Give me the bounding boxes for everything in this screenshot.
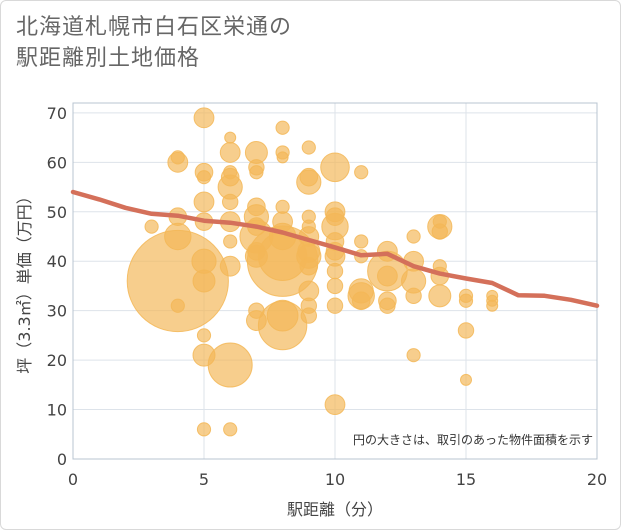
x-tick-label-0: 0	[68, 470, 78, 489]
bubble-83	[406, 229, 421, 244]
bubble-39	[275, 120, 290, 135]
bubble-97	[460, 373, 472, 386]
bubble-25	[219, 255, 241, 277]
plot-area-border	[72, 102, 598, 460]
bubble-86	[405, 287, 422, 305]
bubble-80	[377, 265, 398, 287]
bubble-60	[300, 307, 317, 324]
bubble-93	[428, 284, 452, 308]
bubble-24	[223, 234, 238, 249]
bubble-9	[196, 170, 212, 185]
bubble-96	[457, 322, 475, 339]
bubble-61	[320, 152, 350, 183]
x-tick-label-4: 20	[587, 470, 607, 489]
bubble-10	[193, 191, 215, 213]
bubble-100	[486, 299, 499, 312]
bubble-30	[249, 165, 264, 180]
bubble-size-note: 円の大きさは、取引のあった物件面積を示す	[353, 432, 593, 447]
y-tick-label-5: 50	[47, 203, 67, 222]
bubble-7	[193, 107, 215, 129]
bubble-90	[431, 223, 448, 240]
y-tick-label-6: 60	[47, 153, 67, 172]
bubble-71	[324, 394, 346, 416]
bubble-82	[379, 297, 396, 314]
bubble-48	[257, 300, 308, 351]
y-tick-label-2: 20	[47, 351, 67, 370]
bubble-6	[170, 298, 185, 313]
bubble-14	[196, 328, 212, 343]
bubble-69	[326, 277, 344, 295]
trend-layer	[70, 189, 600, 308]
bubble-49	[301, 140, 316, 155]
y-tick-label-4: 40	[47, 252, 67, 271]
bubble-73	[354, 234, 369, 249]
chart-title-line-1: 北海道札幌市白石区栄通の	[16, 15, 293, 40]
bubble-3	[170, 150, 185, 165]
x-tick-label-1: 5	[199, 470, 209, 489]
tick-labels: 0 5 10 15 20 0 10 20 30 40 50 60 70	[47, 104, 608, 489]
trend-line	[70, 189, 600, 308]
bubble-17	[224, 131, 237, 144]
chart-title-line-2: 駅距離別土地価格	[16, 46, 201, 71]
y-tick-label-3: 30	[47, 302, 67, 321]
bubble-22	[222, 193, 239, 211]
x-tick-label-3: 15	[456, 470, 476, 489]
bubble-51	[296, 169, 322, 195]
bubble-18	[219, 142, 241, 163]
bubble-41	[276, 151, 289, 164]
bubble-57	[299, 256, 319, 276]
bubble-0	[144, 219, 159, 234]
bubble-13	[192, 269, 216, 293]
x-axis-label: 駅距離（分）	[287, 500, 383, 519]
bubble-68	[326, 262, 344, 280]
bubble-70	[326, 297, 344, 314]
bubble-26	[207, 342, 253, 388]
bubble-layer	[126, 107, 499, 437]
y-tick-label-7: 70	[47, 104, 67, 123]
bubble-77	[351, 291, 371, 311]
bubble-87	[406, 348, 421, 363]
bubble-27	[223, 422, 238, 437]
x-tick-label-2: 10	[325, 470, 345, 489]
y-tick-label-1: 10	[47, 401, 67, 420]
y-axis-label: 坪（3.3㎡）単価（万円）	[15, 188, 34, 373]
bubble-95	[458, 293, 474, 308]
bubble-5	[164, 222, 192, 251]
y-tick-label-0: 0	[57, 450, 67, 469]
chart-title: 北海道札幌市白石区栄通の 駅距離別土地価格	[16, 12, 292, 74]
bubble-16	[196, 422, 212, 437]
bubble-72	[354, 165, 369, 180]
